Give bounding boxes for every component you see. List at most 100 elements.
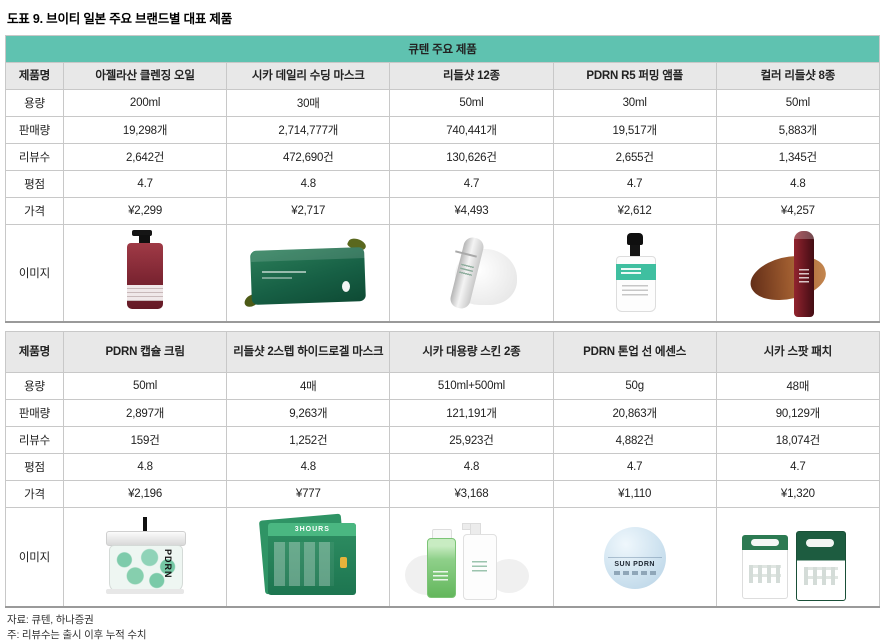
cell-rating: 4.7 — [62, 170, 228, 198]
cell-price: ¥4,493 — [389, 197, 554, 225]
qoo10-products-table-2: 제품명 PDRN 캡슐 크림 리들샷 2스텝 하이드로겔 마스크 시카 대용량 … — [5, 331, 881, 608]
rating-row: 평점 4.8 4.8 4.8 4.7 4.7 — [5, 453, 881, 481]
product-image-azelaic-cleansing-oil — [67, 225, 223, 321]
cell-price: ¥777 — [226, 480, 391, 508]
cell-rating: 4.7 — [715, 453, 881, 481]
row-label-reviews: 리뷰수 — [5, 143, 64, 171]
qoo10-products-table-1: 큐텐 주요 제품 제품명 아젤라산 클렌징 오일 시카 데일리 수딩 마스크 리… — [5, 35, 881, 323]
cell-sales: 5,883개 — [715, 116, 881, 144]
rating-row: 평점 4.7 4.8 4.7 4.7 4.8 — [5, 170, 881, 198]
cell-sales: 740,441개 — [389, 116, 554, 144]
image-row: 이미지 PDRN 3HOURS SUN PDRN — [5, 507, 881, 608]
cell-reviews: 4,882건 — [552, 426, 717, 454]
row-label-image: 이미지 — [5, 507, 64, 608]
cell-volume: 48매 — [715, 372, 881, 400]
cell-price: ¥1,320 — [715, 480, 881, 508]
product-image-cica-spot-patch — [720, 509, 876, 605]
price-row: 가격 ¥2,299 ¥2,717 ¥4,493 ¥2,612 ¥4,257 — [5, 197, 881, 225]
reviews-row: 리뷰수 159건 1,252건 25,923건 4,882건 18,074건 — [5, 426, 881, 454]
product-image-pdrn-r5-firming-ampoule — [557, 225, 713, 321]
cell-sales: 2,714,777개 — [226, 116, 391, 144]
reviews-row: 리뷰수 2,642건 472,690건 130,626건 2,655건 1,34… — [5, 143, 881, 171]
row-label-rating: 평점 — [5, 170, 64, 198]
cell-rating: 4.8 — [62, 453, 228, 481]
cell-volume: 50ml — [62, 372, 228, 400]
cell-volume: 4매 — [226, 372, 391, 400]
header-row: 제품명 아젤라산 클렌징 오일 시카 데일리 수딩 마스크 리들샷 12종 PD… — [5, 62, 881, 90]
product-image-cica-daily-soothing-mask — [230, 225, 386, 321]
cell-rating: 4.7 — [552, 453, 717, 481]
cell-rating: 4.8 — [226, 170, 391, 198]
cell-reviews: 1,345건 — [715, 143, 881, 171]
cell-rating: 4.8 — [389, 453, 554, 481]
cell-rating: 4.8 — [226, 453, 391, 481]
sales-row: 판매량 19,298개 2,714,777개 740,441개 19,517개 … — [5, 116, 881, 144]
banner-row: 큐텐 주요 제품 — [5, 35, 880, 63]
cell-reviews: 1,252건 — [226, 426, 391, 454]
cell-volume: 50ml — [715, 89, 881, 117]
product-name-header: 시카 스팟 패치 — [715, 331, 881, 373]
cell-reviews: 472,690건 — [226, 143, 391, 171]
cell-sales: 19,517개 — [552, 116, 717, 144]
cell-price: ¥2,612 — [552, 197, 717, 225]
cell-reviews: 2,642건 — [62, 143, 228, 171]
cell-reviews: 18,074건 — [715, 426, 881, 454]
cell-sales: 9,263개 — [226, 399, 391, 427]
volume-row: 용량 50ml 4매 510ml+500ml 50g 48매 — [5, 372, 881, 400]
row-label-price: 가격 — [5, 480, 64, 508]
sun-essence-brand-text: SUN PDRN — [614, 561, 655, 568]
cell-volume: 510ml+500ml — [389, 372, 554, 400]
product-image-pdrn-tone-up-sun-essence: SUN PDRN — [557, 509, 713, 605]
cell-rating: 4.7 — [552, 170, 717, 198]
product-image-cica-big-size-skin — [393, 509, 549, 605]
cell-reviews: 25,923건 — [389, 426, 554, 454]
cell-price: ¥3,168 — [389, 480, 554, 508]
row-label-rating: 평점 — [5, 453, 64, 481]
price-row: 가격 ¥2,196 ¥777 ¥3,168 ¥1,110 ¥1,320 — [5, 480, 881, 508]
row-label-product-name: 제품명 — [5, 62, 64, 90]
row-label-sales: 판매량 — [5, 116, 64, 144]
cell-reviews: 159건 — [62, 426, 228, 454]
product-image-reedle-shot-12 — [393, 225, 549, 321]
source-note: 자료: 큐텐, 하나증권 — [7, 614, 94, 626]
volume-row: 용량 200ml 30매 50ml 30ml 50ml — [5, 89, 881, 117]
cell-rating: 4.8 — [715, 170, 881, 198]
product-name-header: 리들샷 2스텝 하이드로겔 마스크 — [226, 331, 391, 373]
row-label-reviews: 리뷰수 — [5, 426, 64, 454]
cell-sales: 121,191개 — [389, 399, 554, 427]
product-name-header: 아젤라산 클렌징 오일 — [62, 62, 228, 90]
product-name-header: 리들샷 12종 — [389, 62, 554, 90]
cell-price: ¥1,110 — [552, 480, 717, 508]
row-label-volume: 용량 — [5, 89, 64, 117]
header-row: 제품명 PDRN 캡슐 크림 리들샷 2스텝 하이드로겔 마스크 시카 대용량 … — [5, 331, 881, 373]
cell-reviews: 2,655건 — [552, 143, 717, 171]
row-label-product-name: 제품명 — [5, 331, 64, 373]
cell-volume: 30ml — [552, 89, 717, 117]
footnotes: 자료: 큐텐, 하나증권 주: 리뷰수는 출시 이후 누적 수치 — [7, 613, 885, 643]
cell-price: ¥2,299 — [62, 197, 228, 225]
product-name-header: PDRN 톤업 선 에센스 — [552, 331, 717, 373]
cell-rating: 4.7 — [389, 170, 554, 198]
row-label-volume: 용량 — [5, 372, 64, 400]
cell-volume: 50g — [552, 372, 717, 400]
sales-row: 판매량 2,897개 9,263개 121,191개 20,863개 90,12… — [5, 399, 881, 427]
cell-price: ¥2,717 — [226, 197, 391, 225]
cell-price: ¥4,257 — [715, 197, 881, 225]
row-label-image: 이미지 — [5, 224, 64, 323]
cell-sales: 90,129개 — [715, 399, 881, 427]
cell-sales: 20,863개 — [552, 399, 717, 427]
cell-volume: 50ml — [389, 89, 554, 117]
product-name-header: PDRN 캡슐 크림 — [62, 331, 228, 373]
product-name-header: 시카 대용량 스킨 2종 — [389, 331, 554, 373]
image-row: 이미지 — [5, 224, 881, 323]
figure-title: 도표 9. 브이티 일본 주요 브랜드별 대표 제품 — [7, 12, 233, 26]
cell-volume: 30매 — [226, 89, 391, 117]
product-name-header: 컬러 리들샷 8종 — [715, 62, 881, 90]
cell-reviews: 130,626건 — [389, 143, 554, 171]
cell-sales: 19,298개 — [62, 116, 228, 144]
product-name-header: PDRN R5 퍼밍 앰플 — [552, 62, 717, 90]
product-image-color-reedle-shot-8 — [720, 225, 876, 321]
cell-price: ¥2,196 — [62, 480, 228, 508]
jar-brand-text: PDRN — [163, 549, 174, 579]
product-name-header: 시카 데일리 수딩 마스크 — [226, 62, 391, 90]
